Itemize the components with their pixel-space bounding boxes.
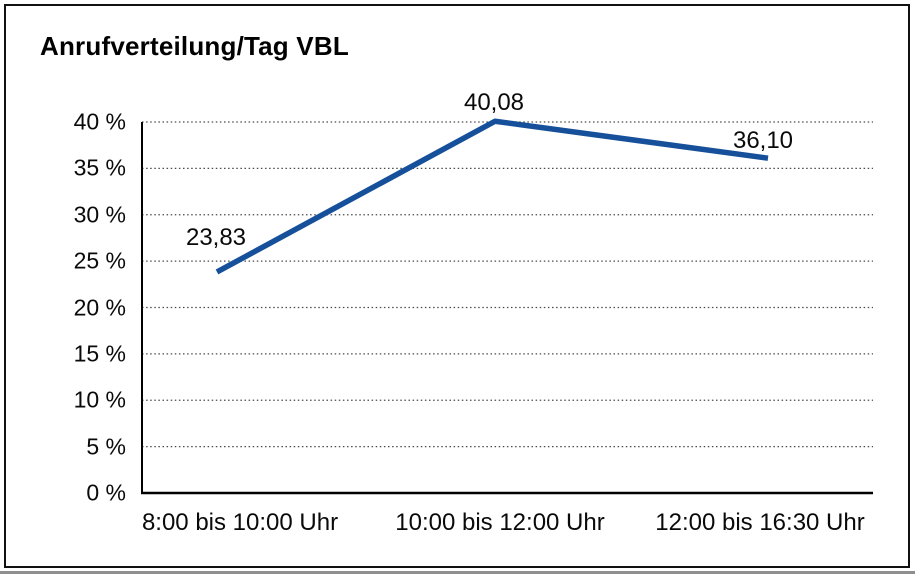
y-axis-tick-label: 25 %	[73, 247, 126, 274]
data-series-line	[215, 118, 769, 275]
x-axis-category-label: 12:00 bis 16:30 Uhr	[655, 509, 865, 536]
y-axis-tick-label: 40 %	[73, 108, 126, 135]
y-axis-tick-label: 0 %	[86, 479, 126, 506]
y-axis-tick-label: 35 %	[73, 154, 126, 181]
x-axis-category-label: 10:00 bis 12:00 Uhr	[395, 509, 605, 536]
data-point-label: 36,10	[732, 127, 794, 155]
bottom-edge-line	[0, 571, 915, 574]
y-axis-tick-label: 10 %	[73, 386, 126, 413]
data-point-label: 40,08	[463, 89, 525, 117]
y-axis-tick-label: 15 %	[73, 340, 126, 367]
x-axis-category-label: 8:00 bis 10:00 Uhr	[141, 509, 339, 536]
y-axis-tick-label: 20 %	[73, 294, 126, 320]
data-point-label: 23,83	[185, 223, 247, 251]
y-axis-tick-label: 30 %	[73, 201, 126, 228]
chart-title: Anrufverteilung/Tag VBL	[40, 31, 349, 61]
y-axis-tick-label: 5 %	[86, 433, 126, 460]
